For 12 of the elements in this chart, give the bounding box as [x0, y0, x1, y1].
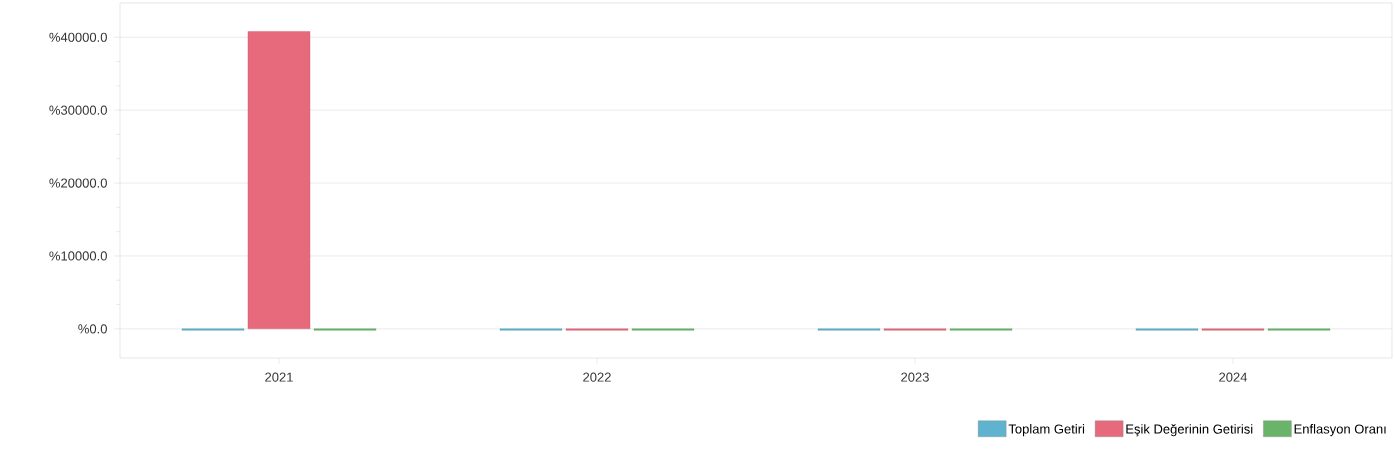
x-tick-label: 2022	[583, 372, 611, 382]
y-tick-label: %10000.0	[49, 251, 107, 261]
x-tick-label: 2023	[901, 372, 929, 382]
legend-label: Toplam Getiri	[1008, 424, 1085, 437]
legend-label: Eşik Değerinin Getirisi	[1126, 423, 1253, 437]
legend-label: Enflasyon Oranı	[1294, 424, 1386, 437]
x-tick-label: 2021	[265, 372, 293, 382]
x-tick-label: 2024	[1219, 372, 1248, 382]
y-tick-label: %30000.0	[49, 105, 107, 115]
y-tick-label: %40000.0	[49, 32, 107, 42]
y-tick-label: %20000.0	[49, 178, 107, 188]
y-tick-label: %0.0	[78, 324, 107, 334]
